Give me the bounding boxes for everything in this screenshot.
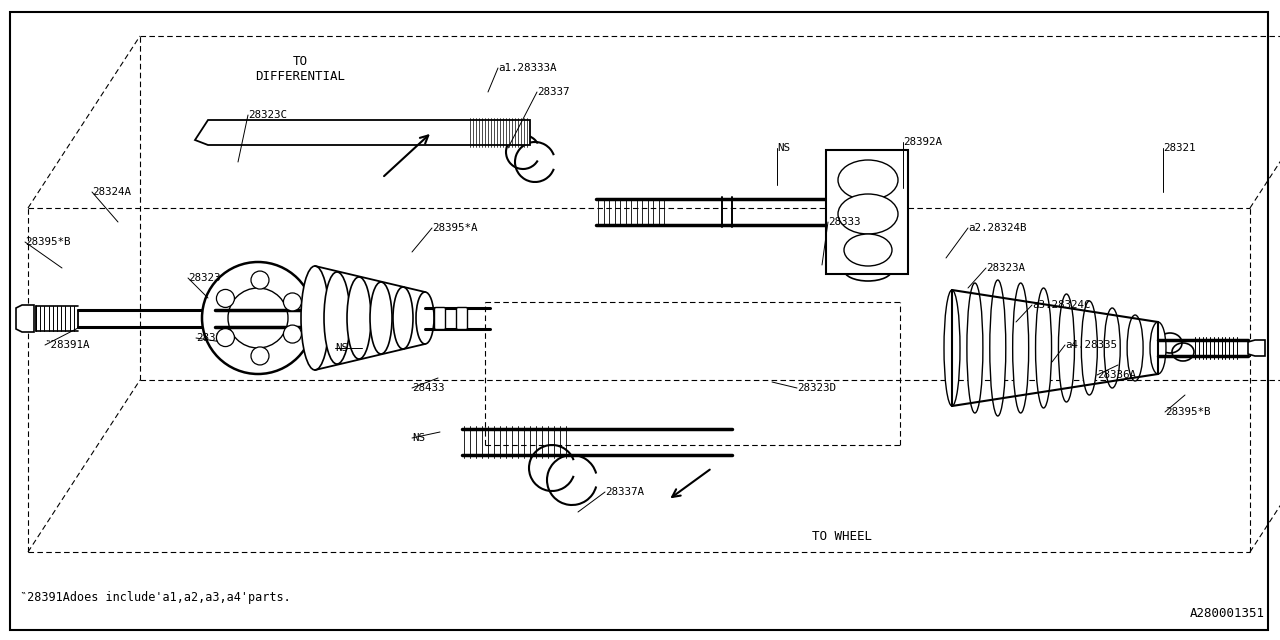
Text: a3.28324C: a3.28324C (1032, 300, 1091, 310)
Ellipse shape (1149, 322, 1166, 374)
Text: TO: TO (293, 55, 307, 68)
Ellipse shape (393, 287, 413, 349)
Ellipse shape (324, 272, 349, 364)
Ellipse shape (844, 234, 892, 266)
Text: 28395*B: 28395*B (26, 237, 70, 247)
Ellipse shape (1012, 283, 1029, 413)
Text: NS: NS (777, 143, 790, 153)
Text: NS: NS (335, 343, 348, 353)
Ellipse shape (1105, 308, 1120, 388)
Polygon shape (17, 305, 35, 332)
Text: NS: NS (412, 433, 425, 443)
Text: 28433: 28433 (412, 383, 444, 393)
Ellipse shape (416, 292, 434, 344)
Ellipse shape (301, 266, 329, 370)
Text: 28337: 28337 (538, 87, 570, 97)
Text: 28395*B: 28395*B (1165, 407, 1211, 417)
Ellipse shape (1059, 294, 1074, 402)
Text: 28323A: 28323A (986, 263, 1025, 273)
Ellipse shape (1082, 301, 1097, 395)
Ellipse shape (966, 283, 983, 413)
Text: 28395*A: 28395*A (433, 223, 477, 233)
Ellipse shape (1128, 315, 1143, 381)
Ellipse shape (1036, 288, 1052, 408)
Text: ‶28391A: ‶28391A (45, 340, 91, 350)
Polygon shape (195, 120, 530, 145)
FancyBboxPatch shape (434, 307, 445, 330)
Circle shape (216, 289, 234, 307)
Text: 28321: 28321 (1164, 143, 1196, 153)
Polygon shape (826, 150, 908, 274)
Circle shape (283, 325, 301, 343)
Text: 28323D: 28323D (797, 383, 836, 393)
Text: 28333: 28333 (828, 217, 860, 227)
Text: ‶28391Adoes include'a1,a2,a3,a4'parts.: ‶28391Adoes include'a1,a2,a3,a4'parts. (20, 591, 291, 605)
Ellipse shape (347, 277, 371, 359)
Text: 28323C: 28323C (248, 110, 287, 120)
Text: 28336A: 28336A (1097, 370, 1137, 380)
Text: a1.28333A: a1.28333A (498, 63, 557, 73)
Ellipse shape (370, 282, 392, 354)
Circle shape (251, 347, 269, 365)
Circle shape (251, 271, 269, 289)
Ellipse shape (989, 280, 1006, 416)
Text: TO WHEEL: TO WHEEL (812, 530, 872, 543)
Text: DIFFERENTIAL: DIFFERENTIAL (255, 70, 346, 83)
Text: 28324: 28324 (196, 333, 229, 343)
Circle shape (283, 293, 301, 311)
Text: a4.28335: a4.28335 (1065, 340, 1117, 350)
Text: A280001351: A280001351 (1190, 607, 1265, 620)
Ellipse shape (838, 194, 899, 234)
Text: 28337A: 28337A (605, 487, 644, 497)
Ellipse shape (945, 290, 960, 406)
Circle shape (202, 262, 314, 374)
Text: a2.28324B: a2.28324B (968, 223, 1027, 233)
Circle shape (216, 328, 234, 347)
Text: 28323: 28323 (188, 273, 220, 283)
Text: 28392A: 28392A (902, 137, 942, 147)
Ellipse shape (838, 160, 899, 200)
Polygon shape (1248, 340, 1265, 356)
Text: 28324A: 28324A (92, 187, 131, 197)
FancyBboxPatch shape (457, 307, 467, 330)
